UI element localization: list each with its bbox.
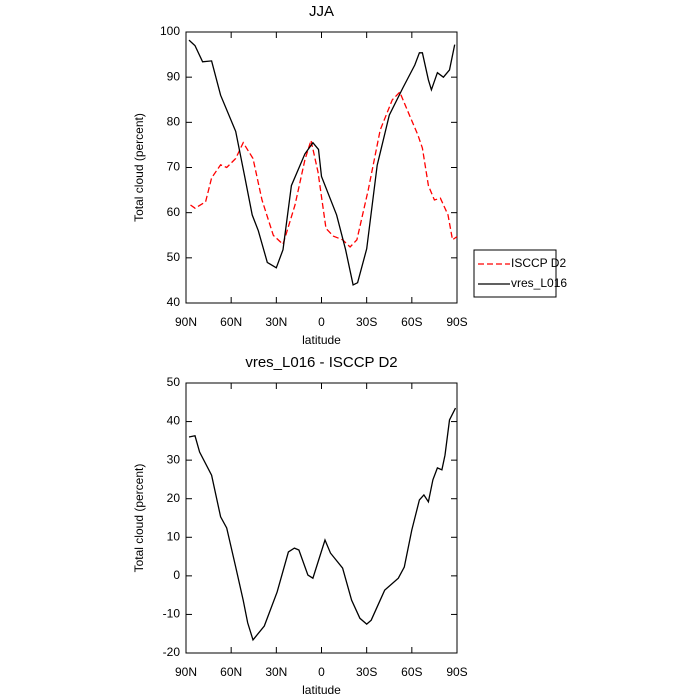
- series-line: [190, 90, 458, 248]
- x-tick-label: 90S: [446, 315, 467, 329]
- x-tick-label: 60S: [401, 315, 422, 329]
- legend-box: [473, 249, 557, 298]
- x-tick-label: 90S: [446, 665, 467, 679]
- legend-label: ISCCP D2: [511, 256, 566, 270]
- y-tick-label: -10: [163, 607, 181, 621]
- y-tick-label: -20: [163, 645, 181, 659]
- y-tick-label: 90: [167, 69, 181, 83]
- legend-label: vres_L016: [511, 276, 567, 290]
- y-tick-label: 70: [167, 160, 181, 174]
- x-tick-label: 90N: [175, 665, 197, 679]
- x-tick-label: 30S: [356, 665, 377, 679]
- y-tick-label: 40: [167, 414, 181, 428]
- y-axis-label: Total cloud (percent): [132, 464, 146, 573]
- x-tick-label: 0: [318, 665, 325, 679]
- series-line: [188, 407, 457, 642]
- series-line: [188, 39, 456, 286]
- y-tick-label: 80: [167, 115, 181, 129]
- x-tick-label: 60N: [220, 665, 242, 679]
- x-tick-label: 60N: [220, 315, 242, 329]
- y-tick-label: 50: [167, 375, 181, 389]
- x-tick-label: 60S: [401, 665, 422, 679]
- y-tick-label: 0: [173, 568, 180, 582]
- x-tick-label: 30S: [356, 315, 377, 329]
- x-tick-label: 0: [318, 315, 325, 329]
- x-tick-label: 30N: [265, 315, 287, 329]
- y-tick-label: 60: [167, 205, 181, 219]
- y-tick-label: 50: [167, 250, 181, 264]
- x-axis-label: latitude: [302, 333, 341, 347]
- chart-title: vres_L016 - ISCCP D2: [245, 354, 397, 371]
- y-tick-label: 100: [160, 24, 180, 38]
- x-tick-label: 30N: [265, 665, 287, 679]
- y-tick-label: 40: [167, 295, 181, 309]
- chart-title: JJA: [309, 3, 334, 20]
- x-tick-label: 90N: [175, 315, 197, 329]
- y-axis-label: Total cloud (percent): [132, 113, 146, 222]
- y-tick-label: 10: [167, 529, 181, 543]
- plot-frame: [185, 382, 458, 654]
- y-tick-label: 20: [167, 491, 181, 505]
- y-tick-label: 30: [167, 452, 181, 466]
- x-axis-label: latitude: [302, 683, 341, 697]
